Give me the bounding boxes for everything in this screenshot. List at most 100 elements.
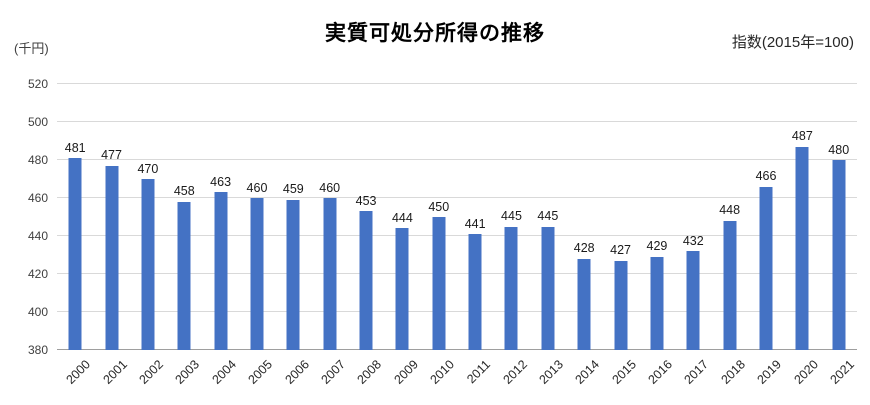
bar (177, 201, 191, 350)
bar-slot: 463 2004 (202, 84, 239, 387)
x-tick-label: 2000 (63, 357, 94, 387)
bar-slot: 458 2003 (166, 84, 203, 387)
bar-value-label: 429 (646, 239, 668, 254)
bar (577, 258, 591, 350)
bar-slot: 460 2005 (239, 84, 276, 387)
bar (395, 228, 409, 350)
bar-slot: 487 2020 (784, 84, 821, 387)
bar (759, 186, 773, 350)
bar-slot: 428 2014 (566, 84, 603, 387)
bar-slot: 459 2006 (275, 84, 312, 386)
bar-slot: 432 2017 (675, 84, 712, 387)
bar-value-label: 477 (101, 148, 122, 163)
gridline (57, 273, 857, 274)
x-tick-label: 2014 (572, 357, 603, 387)
x-tick-label: 2003 (172, 357, 203, 387)
bar-value-label: 450 (428, 199, 450, 214)
bar-slot: 429 2016 (639, 84, 676, 386)
y-tick-label: 440 (27, 229, 48, 243)
bar-slot: 445 2013 (530, 84, 566, 387)
plot-area: 380 400 420 440 460 480 500 520 481 2000 477 2001 4… (28, 78, 857, 387)
bar (541, 226, 555, 350)
bar (141, 179, 155, 350)
x-tick-label: 2021 (827, 357, 857, 387)
bar (723, 220, 737, 350)
bar (323, 198, 337, 350)
gridline (57, 159, 857, 160)
bar-value-label: 460 (246, 180, 268, 195)
y-tick-label: 420 (27, 267, 48, 281)
bar-slot: 460 2007 (312, 84, 348, 387)
index-note: 指数(2015年=100) (731, 34, 854, 51)
bar (432, 217, 446, 350)
bar-value-label: 480 (828, 142, 850, 157)
x-tick-label: 2013 (536, 357, 567, 387)
gridline (57, 235, 857, 236)
x-tick-label: 2020 (791, 357, 821, 387)
bar (614, 260, 628, 350)
bar (214, 192, 228, 350)
bar-value-label: 466 (755, 169, 777, 184)
bar-value-label: 448 (719, 203, 741, 218)
y-axis-unit-label: (千円) (14, 41, 49, 56)
bar (504, 226, 518, 350)
y-tick-label: 460 (27, 191, 48, 205)
bar-value-label: 470 (137, 161, 159, 176)
y-tick-label: 400 (27, 305, 48, 319)
bar (359, 211, 373, 350)
bar-value-label: 460 (319, 180, 341, 195)
bar-value-label: 458 (173, 184, 195, 199)
bar-value-label: 445 (501, 209, 522, 223)
gridline (57, 83, 857, 84)
bar (468, 234, 482, 350)
gridline (57, 197, 857, 198)
x-tick-label: 2006 (281, 357, 312, 387)
bar (650, 256, 664, 350)
bar (250, 198, 264, 350)
x-tick-label: 2005 (245, 357, 276, 387)
x-tick-label: 2001 (100, 357, 130, 387)
x-tick-label: 2016 (645, 357, 676, 387)
bar-value-label: 487 (791, 129, 813, 144)
bar-value-label: 428 (573, 241, 595, 256)
bar-slot: 448 2018 (711, 84, 748, 387)
bar-slot: 477 2001 (93, 84, 130, 387)
x-tick-label: 2009 (391, 357, 421, 387)
bar-value-label: 463 (210, 174, 232, 189)
chart-title: 実質可処分所得の推移 (325, 22, 545, 45)
x-tick-label: 2018 (718, 357, 748, 387)
bar-slot: 445 2012 (493, 84, 530, 387)
x-axis-line (57, 349, 857, 350)
bar-value-label: 432 (682, 233, 704, 248)
bars-layer: 481 2000 477 2001 470 2002 458 2003 463 2004 460 20… (57, 84, 857, 387)
bar-slot: 481 2000 (57, 84, 94, 387)
bar-slot: 466 2019 (748, 84, 785, 387)
bar (68, 158, 82, 350)
bar-slot: 441 2011 (457, 84, 493, 387)
x-tick-label: 2010 (427, 357, 457, 387)
x-tick-label: 2008 (354, 357, 385, 387)
gridline (57, 121, 857, 122)
bar (105, 165, 119, 350)
bar-slot: 480 2021 (821, 84, 857, 386)
x-tick-label: 2017 (681, 357, 712, 387)
x-tick-label: 2007 (318, 357, 348, 387)
gridline (57, 311, 857, 312)
bar-value-label: 444 (391, 210, 413, 225)
y-tick-label: 500 (27, 115, 48, 129)
gridlines-layer (57, 83, 857, 350)
y-tick-label: 380 (27, 343, 48, 357)
bar-value-label: 445 (537, 209, 559, 223)
bar-value-label: 427 (610, 243, 631, 258)
bar-value-label: 441 (464, 216, 486, 231)
bar-slot: 444 2009 (384, 84, 421, 387)
bar-slot: 470 2002 (130, 84, 167, 386)
x-tick-label: 2012 (500, 357, 530, 387)
x-tick-label: 2019 (754, 357, 785, 387)
y-axis-labels: 380 400 420 440 460 480 500 520 (28, 78, 857, 356)
bar-value-label: 453 (355, 193, 377, 208)
bar (795, 146, 809, 350)
bar-value-label: 481 (64, 140, 86, 155)
x-tick-label: 2015 (609, 357, 639, 387)
